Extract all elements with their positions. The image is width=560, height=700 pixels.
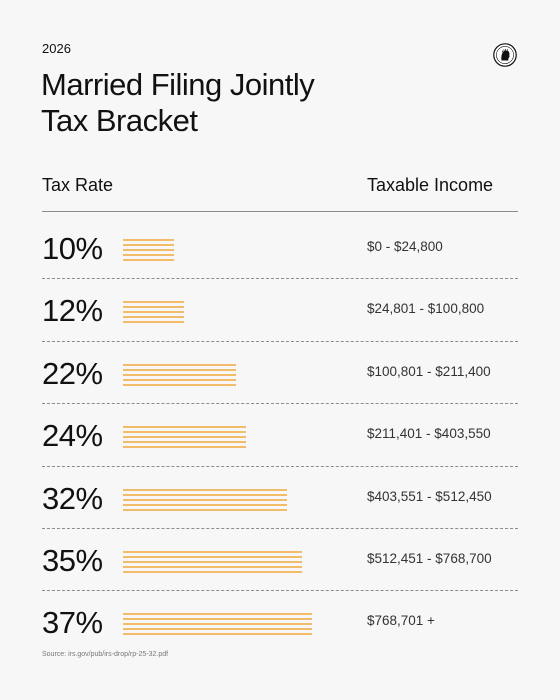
rate-bar	[123, 301, 184, 324]
tax-rate-label: 32%	[42, 480, 103, 516]
bracket-row: 32% $403,551 - $512,450	[42, 465, 518, 528]
bracket-row: 24% $211,401 - $403,550	[42, 403, 518, 465]
bracket-row: 10% $0 - $24,800	[42, 217, 518, 278]
income-range-label: $100,801 - $211,400	[367, 363, 491, 379]
rate-bar	[123, 613, 312, 636]
rate-bar	[123, 426, 246, 448]
income-range-label: $768,701 +	[367, 613, 435, 629]
tax-rate-label: 35%	[42, 542, 103, 578]
column-header-tax-rate: Tax Rate	[42, 175, 114, 195]
tax-rate-label: 37%	[42, 605, 103, 641]
rate-bar-graphic	[123, 301, 184, 324]
bracket-row: 22% $100,801 - $211,400	[42, 340, 518, 403]
rate-bar	[123, 488, 287, 511]
income-range-label: $512,451 - $768,700	[367, 550, 492, 566]
year-label: 2026	[42, 41, 71, 56]
rate-bar-graphic	[123, 239, 174, 261]
rate-bar-graphic	[123, 488, 287, 511]
rate-bar-graphic	[123, 551, 302, 573]
rate-bar-graphic	[123, 613, 312, 636]
tax-rate-label: 12%	[42, 293, 103, 329]
title-line-2: Tax Bracket	[41, 103, 198, 138]
page-title: Married Filing Jointly Tax Bracket	[41, 67, 315, 139]
tax-rate-label: 10%	[42, 231, 103, 266]
rate-bar-graphic	[123, 426, 246, 448]
bracket-rows: 10% $0 - $24,800 12% $24,801 - $100,800 22% $…	[42, 217, 518, 653]
income-range-label: $211,401 - $403,550	[367, 426, 491, 442]
header-divider	[42, 211, 518, 212]
rate-bar	[123, 364, 236, 386]
source-note: Source: irs.gov/pub/irs-drop/rp-25-32.pd…	[42, 651, 169, 658]
title-line-1: Married Filing Jointly	[41, 67, 315, 102]
tax-rate-label: 24%	[42, 418, 103, 454]
rate-bar	[123, 239, 174, 261]
rate-bar-graphic	[123, 364, 236, 386]
income-range-label: $403,551 - $512,450	[367, 488, 492, 504]
bracket-row: 35% $512,451 - $768,700	[42, 527, 518, 590]
column-header-taxable-income: Taxable Income	[367, 175, 494, 195]
rate-bar	[123, 551, 302, 573]
logo-icon	[493, 43, 517, 67]
income-range-label: $24,801 - $100,800	[367, 301, 485, 317]
income-range-label: $0 - $24,800	[367, 239, 443, 254]
tax-rate-label: 22%	[42, 355, 103, 391]
bracket-row: 37% $768,701 +	[42, 590, 518, 652]
bracket-row: 12% $24,801 - $100,800	[42, 278, 518, 340]
